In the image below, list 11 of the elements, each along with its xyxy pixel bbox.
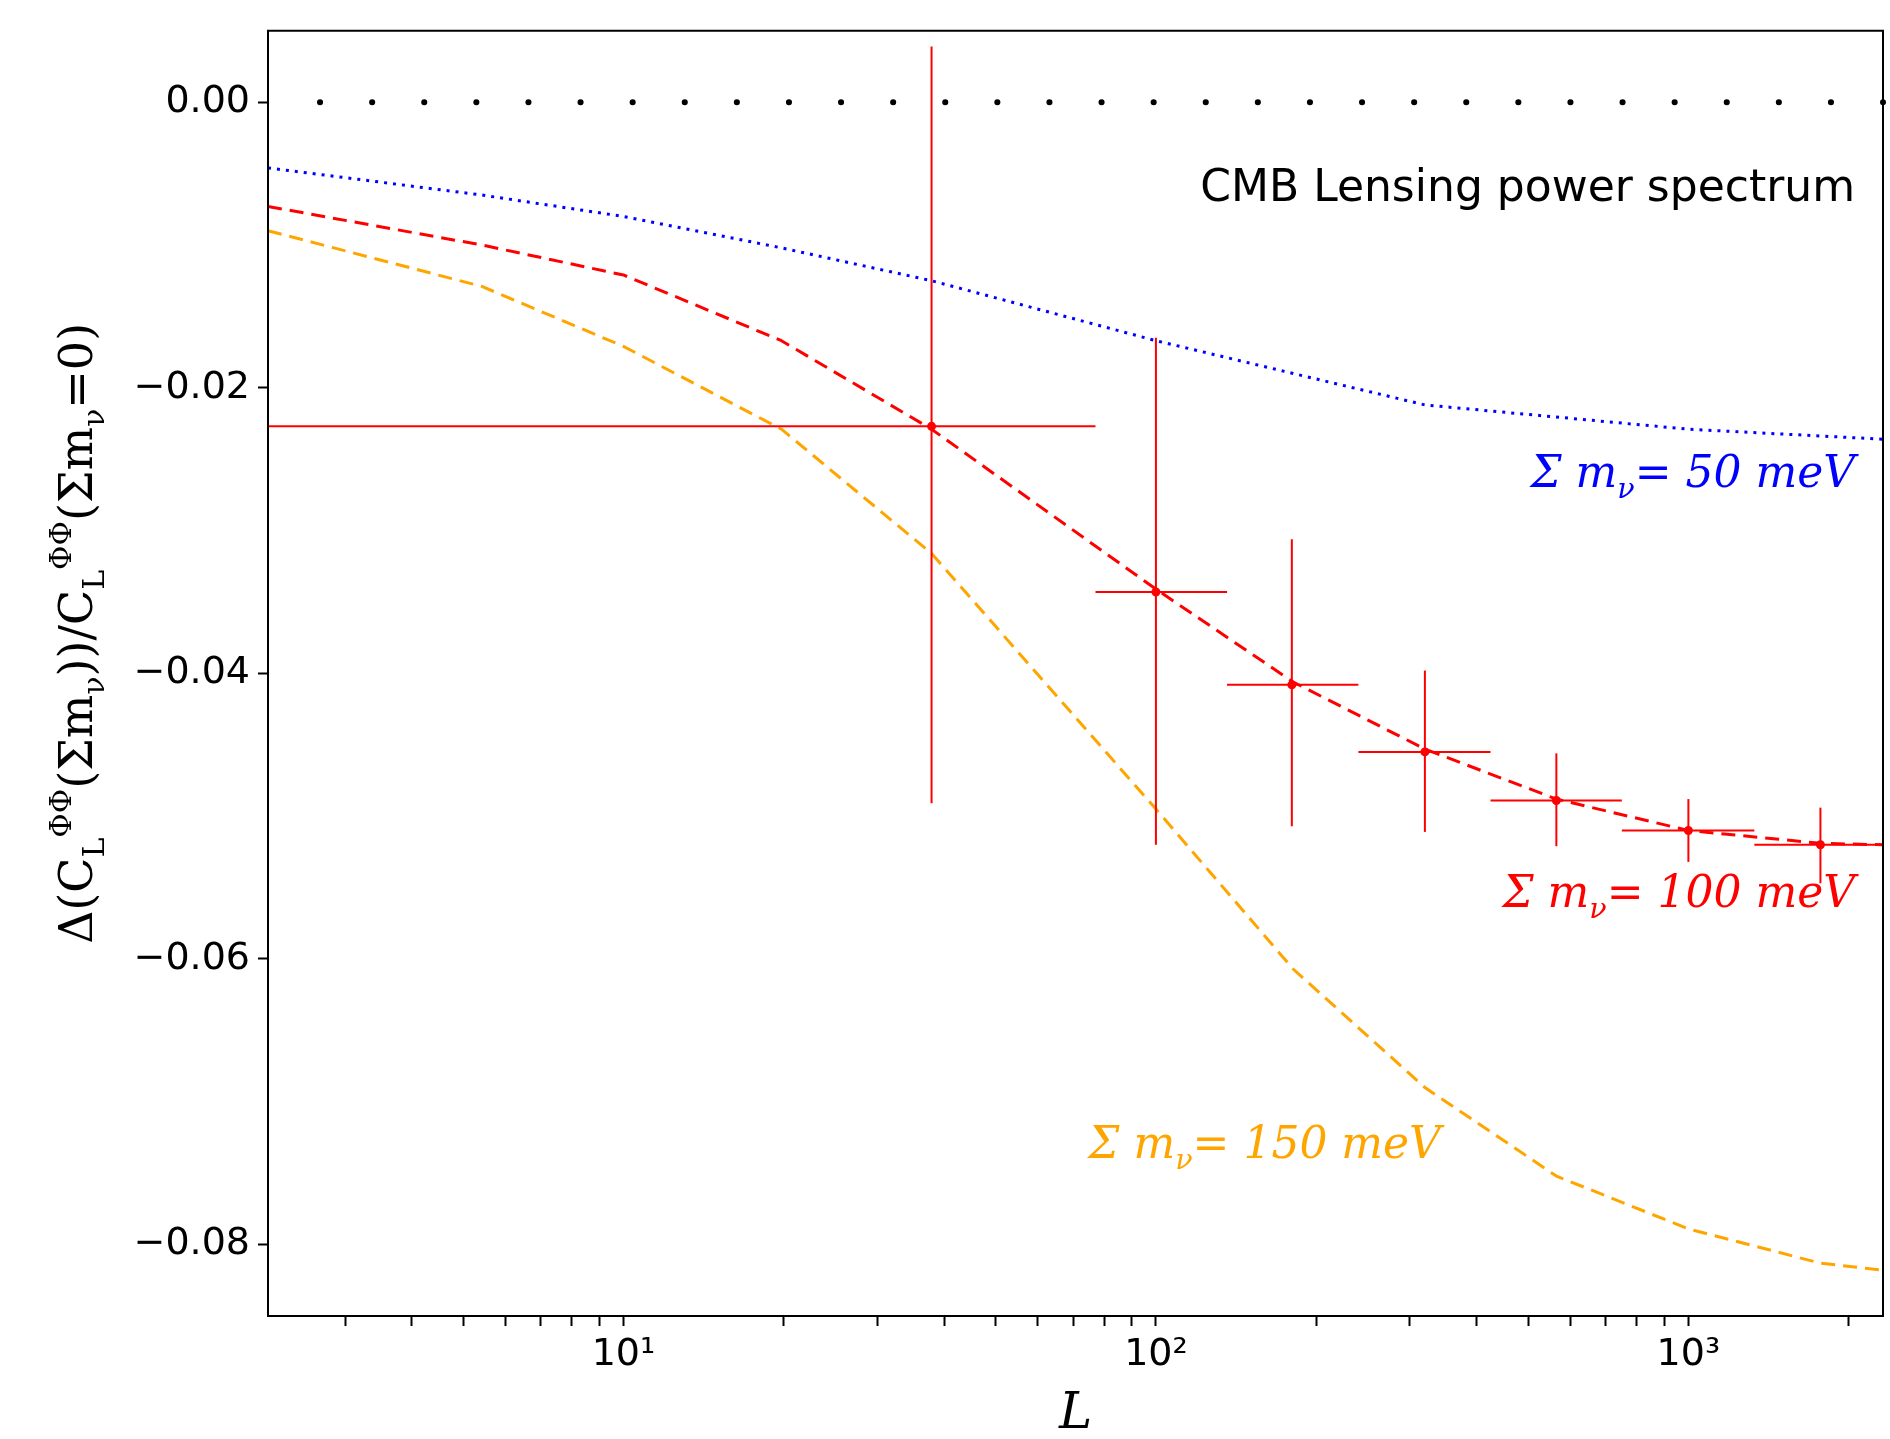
y-tick-label: −0.06: [133, 933, 250, 978]
x-axis-title: L: [1057, 1382, 1093, 1439]
y-tick-label: −0.02: [133, 362, 250, 407]
y-tick-label: 0.00: [165, 77, 250, 122]
x-tick-label: 10²: [1124, 1329, 1188, 1374]
y-tick-label: −0.04: [133, 648, 250, 693]
x-tick-label: 10³: [1656, 1329, 1721, 1374]
annotation: CMB Lensing power spectrum: [1200, 159, 1856, 211]
text: Δ(CLΦΦ(Σmν))/CLΦΦ(Σmν=0): [43, 322, 111, 944]
x-tick-label: 10¹: [591, 1329, 656, 1374]
y-tick-label: −0.08: [133, 1219, 250, 1264]
